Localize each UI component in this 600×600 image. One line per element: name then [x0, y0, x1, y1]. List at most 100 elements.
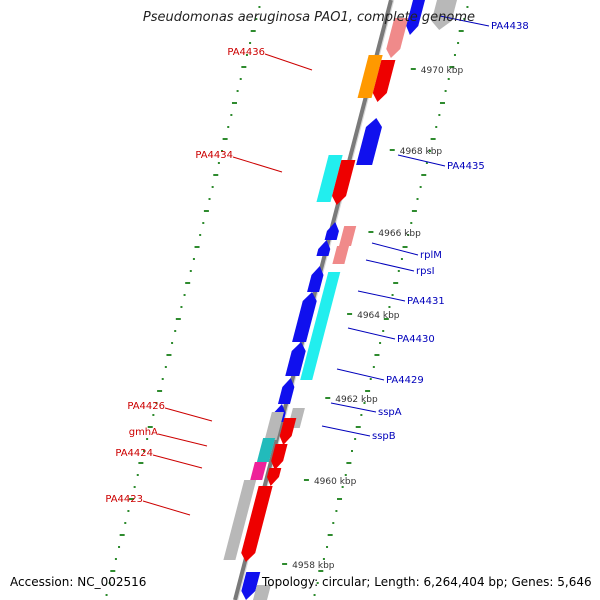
gene-feature[interactable]: [256, 438, 276, 462]
tick-mark: [410, 222, 413, 224]
tick-mark: [457, 42, 460, 44]
gene-label[interactable]: sspA: [378, 407, 402, 418]
tick-mark: [147, 426, 153, 428]
tick-mark: [110, 570, 116, 572]
scale-label: 4964 kbp: [357, 311, 400, 321]
tick-mark: [374, 354, 380, 356]
gene-label[interactable]: rpsI: [416, 266, 435, 277]
tick-mark: [327, 534, 333, 536]
gene-feature[interactable]: [316, 155, 343, 202]
gene-feature[interactable]: [253, 585, 271, 600]
tick-mark: [372, 366, 375, 368]
gene-feature[interactable]: [266, 468, 282, 486]
gene-feature[interactable]: [372, 60, 396, 102]
gene-label[interactable]: PA4436: [227, 47, 265, 58]
genome-summary: Topology: circular; Length: 6,264,404 bp…: [262, 575, 592, 589]
tick-mark: [166, 354, 172, 356]
tick-mark: [236, 90, 239, 92]
gene-feature[interactable]: [356, 118, 382, 165]
tick-mark: [245, 54, 248, 56]
gene-label[interactable]: PA4438: [491, 21, 529, 32]
gene-feature[interactable]: [431, 0, 457, 30]
gene-label[interactable]: rplM: [420, 250, 442, 261]
tick-mark: [185, 282, 191, 284]
tick-mark: [421, 174, 427, 176]
tick-mark: [435, 126, 438, 128]
tick-mark: [183, 294, 186, 296]
tick-mark: [341, 486, 344, 488]
tick-mark: [161, 378, 164, 380]
tick-mark: [466, 6, 469, 8]
scale-label: 4962 kbp: [335, 395, 378, 405]
tick-mark: [175, 318, 181, 320]
tick-mark: [239, 78, 242, 80]
gene-feature[interactable]: [223, 480, 257, 560]
gene-feature[interactable]: [316, 240, 331, 256]
scale-label: 4970 kbp: [421, 66, 464, 76]
gene-feature[interactable]: [406, 0, 425, 35]
tick-mark: [316, 582, 319, 584]
gene-feature[interactable]: [339, 226, 357, 246]
gene-label[interactable]: sspB: [372, 431, 396, 442]
tick-mark: [138, 462, 144, 464]
tick-mark: [157, 390, 163, 392]
tick-mark: [429, 150, 431, 152]
tick-mark: [337, 498, 343, 500]
tick-mark: [136, 474, 139, 476]
gene-feature[interactable]: [264, 412, 284, 440]
gene-feature[interactable]: [241, 486, 273, 562]
gene-label[interactable]: PA4429: [386, 375, 424, 386]
tick-mark: [192, 258, 195, 260]
gene-label[interactable]: PA4426: [127, 401, 165, 412]
tick-mark: [250, 30, 256, 32]
tick-mark: [152, 414, 155, 416]
gene-label[interactable]: PA4435: [447, 161, 485, 172]
tick-mark: [174, 330, 177, 332]
gene-feature[interactable]: [279, 418, 297, 445]
tick-mark: [332, 522, 335, 524]
tick-mark: [444, 90, 447, 92]
gene-label[interactable]: PA4423: [105, 494, 143, 505]
gene-label[interactable]: PA4430: [397, 334, 435, 345]
gene-feature[interactable]: [332, 246, 350, 264]
tick-mark: [400, 258, 403, 260]
tick-mark: [354, 438, 357, 440]
gene-feature[interactable]: [250, 462, 267, 480]
tick-mark: [227, 126, 230, 128]
gene-label[interactable]: PA4434: [195, 150, 233, 161]
tick-mark: [438, 114, 441, 116]
tick-mark: [382, 330, 385, 332]
gene-feature[interactable]: [307, 266, 324, 292]
tick-mark: [199, 234, 202, 236]
tick-mark: [189, 270, 192, 272]
gene-feature[interactable]: [324, 222, 339, 240]
gene-feature[interactable]: [285, 342, 306, 376]
gene-feature[interactable]: [357, 55, 383, 98]
gene-label[interactable]: PA4424: [115, 448, 153, 459]
gene-feature[interactable]: [241, 572, 261, 600]
accession-text: Accession: NC_002516: [10, 575, 147, 589]
gene-feature[interactable]: [386, 18, 409, 58]
tick-mark: [258, 6, 261, 8]
gene-feature[interactable]: [277, 378, 295, 404]
tick-mark: [105, 594, 108, 596]
tick-mark: [108, 582, 111, 584]
tick-mark: [419, 186, 422, 188]
gene-feature[interactable]: [300, 272, 341, 380]
tick-mark: [313, 594, 316, 596]
tick-mark: [119, 534, 125, 536]
gene-features: [223, 0, 457, 600]
tick-mark: [124, 522, 127, 524]
gene-feature[interactable]: [332, 160, 356, 205]
tick-mark: [241, 66, 247, 68]
tick-mark: [231, 102, 237, 104]
tick-mark: [335, 510, 338, 512]
gene-label[interactable]: PA4431: [407, 296, 445, 307]
tick-mark: [346, 462, 352, 464]
gene-feature[interactable]: [292, 292, 317, 342]
gene-feature[interactable]: [271, 444, 288, 470]
tick-mark: [114, 558, 117, 560]
tick-mark: [379, 342, 382, 344]
gene-label[interactable]: gmhA: [129, 427, 158, 438]
